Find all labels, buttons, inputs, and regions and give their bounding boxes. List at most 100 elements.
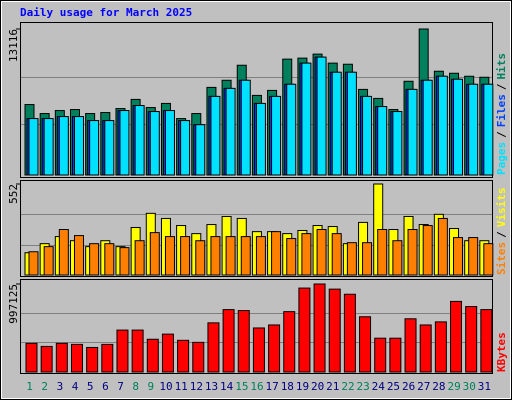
- x-tick-label: 24: [372, 380, 386, 393]
- bar: [453, 237, 464, 276]
- bar: [101, 343, 114, 373]
- legend-entry: KBytes: [495, 332, 508, 372]
- bar: [419, 324, 432, 373]
- x-tick-label: 16: [250, 380, 263, 393]
- bar: [359, 316, 372, 373]
- bar: [164, 110, 175, 176]
- bar: [104, 120, 115, 176]
- x-tick-label: 11: [175, 380, 188, 393]
- bar: [43, 118, 54, 176]
- bar: [149, 111, 160, 176]
- bar: [301, 233, 312, 276]
- bar: [468, 237, 479, 276]
- x-tick-label: 8: [132, 380, 139, 393]
- bar: [298, 287, 311, 373]
- x-tick-label: 6: [102, 380, 109, 393]
- bar: [316, 56, 327, 176]
- legend: KBytes: [495, 332, 508, 372]
- bar: [104, 243, 115, 276]
- bar: [164, 236, 175, 276]
- x-tick-label: 26: [402, 380, 415, 393]
- bar: [195, 124, 206, 176]
- bar: [222, 309, 235, 373]
- x-tick-label: 5: [87, 380, 94, 393]
- x-tick-label: 21: [326, 380, 339, 393]
- x-tick-label: 29: [447, 380, 460, 393]
- y-tick-label: 552: [7, 184, 20, 204]
- chart-title: Daily usage for March 2025: [20, 6, 192, 19]
- bar: [407, 88, 418, 176]
- legend-entry: Visits: [495, 188, 508, 228]
- legend: Sites / Visits: [495, 188, 508, 276]
- bar: [237, 310, 250, 373]
- bar: [225, 87, 236, 176]
- x-tick-label: 10: [159, 380, 172, 393]
- bar: [301, 62, 312, 176]
- x-tick-label: 17: [266, 380, 279, 393]
- bar: [407, 229, 418, 276]
- bar: [180, 120, 191, 176]
- bar: [437, 75, 448, 176]
- bar: [225, 236, 236, 276]
- bar: [73, 235, 84, 276]
- x-tick-label: 13: [205, 380, 218, 393]
- bar: [28, 251, 39, 276]
- bar: [207, 322, 220, 373]
- bar: [89, 243, 100, 276]
- bar: [86, 346, 99, 373]
- bar: [255, 236, 266, 276]
- legend-separator: /: [495, 231, 508, 238]
- bar: [177, 339, 190, 373]
- x-tick-label: 19: [296, 380, 309, 393]
- bar: [450, 300, 463, 373]
- bar: [362, 95, 373, 176]
- bar: [134, 240, 145, 276]
- x-tick-label: 7: [117, 380, 124, 393]
- bar: [313, 283, 326, 373]
- bar: [116, 329, 129, 373]
- bar: [422, 225, 433, 276]
- bar: [161, 333, 174, 373]
- bar: [392, 240, 403, 276]
- bar: [374, 337, 387, 373]
- bar: [404, 318, 417, 373]
- bar: [25, 342, 38, 373]
- bar: [377, 106, 388, 176]
- bar: [58, 229, 69, 276]
- x-tick-label: 18: [281, 380, 294, 393]
- bar: [437, 217, 448, 276]
- x-tick-label: 12: [190, 380, 203, 393]
- bar: [362, 242, 373, 276]
- bar: [119, 110, 130, 176]
- bar: [149, 232, 160, 276]
- bar: [73, 116, 84, 176]
- x-tick-label: 31: [478, 380, 491, 393]
- bar: [392, 111, 403, 176]
- bar: [70, 343, 83, 373]
- bar: [389, 337, 402, 373]
- y-tick-label: 997125: [7, 284, 20, 324]
- bar: [271, 231, 282, 276]
- bar: [119, 247, 130, 276]
- x-tick-label: 23: [357, 380, 370, 393]
- bar: [434, 321, 447, 373]
- bar: [283, 311, 296, 373]
- bar: [483, 243, 494, 276]
- bar: [346, 71, 357, 176]
- x-tick-label: 1: [26, 380, 33, 393]
- bar: [210, 95, 221, 176]
- bar: [316, 229, 327, 276]
- bar: [483, 83, 494, 176]
- bar: [40, 345, 53, 373]
- bar: [58, 116, 69, 176]
- legend-entry: Sites: [495, 242, 508, 275]
- bar: [195, 240, 206, 276]
- bar: [55, 342, 68, 373]
- x-tick-label: 28: [432, 380, 445, 393]
- x-tick-label: 15: [235, 380, 248, 393]
- bar: [468, 83, 479, 176]
- bar: [331, 71, 342, 176]
- bar: [146, 338, 159, 373]
